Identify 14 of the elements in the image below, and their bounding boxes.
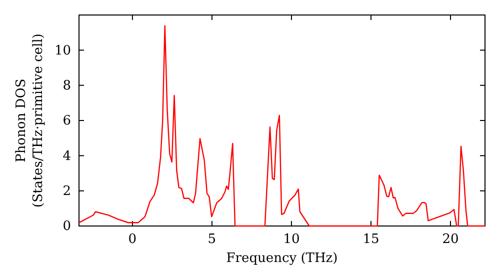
y-tick-label: 0: [62, 219, 71, 234]
y-tick-label: 8: [62, 78, 71, 94]
y-tick-label: 2: [62, 184, 71, 199]
y-tick-label: 6: [62, 114, 71, 129]
y-axis-title: Phonon DOS (States/THz·primitive cell): [14, 33, 46, 208]
x-tick-label: 10: [283, 232, 300, 248]
x-tick-label: 15: [362, 232, 380, 248]
x-tick-label: 5: [208, 232, 216, 248]
y-tick-label: 4: [62, 148, 71, 164]
x-axis-title: Frequency (THz): [226, 251, 338, 266]
x-tick-label: 20: [442, 232, 459, 248]
line-series: [78, 25, 486, 227]
y-tick-label: 10: [54, 43, 71, 58]
x-tick-label: 0: [128, 232, 137, 248]
